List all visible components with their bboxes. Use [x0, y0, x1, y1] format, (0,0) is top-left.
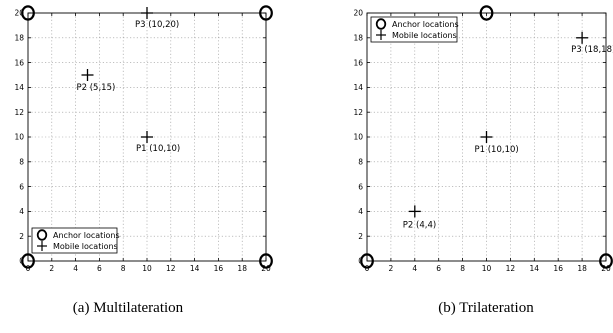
x-tick-label: 14: [190, 264, 200, 273]
y-tick-label: 18: [14, 34, 24, 43]
x-tick-label: 14: [530, 264, 540, 273]
y-tick-label: 20: [14, 9, 24, 18]
y-tick-label: 12: [353, 108, 363, 117]
y-tick-label: 4: [19, 207, 24, 216]
subfigure-caption: (b) Trilateration: [438, 300, 534, 316]
point-label: P3 (18,18): [571, 45, 613, 55]
x-tick-label: 4: [73, 264, 78, 273]
x-tick-label: 4: [412, 264, 417, 273]
x-tick-label: 12: [166, 264, 176, 273]
x-tick-label: 10: [482, 264, 492, 273]
y-tick-label: 10: [14, 133, 24, 142]
y-tick-label: 14: [14, 83, 24, 92]
y-tick-label: 14: [353, 83, 363, 92]
x-tick-label: 2: [389, 264, 394, 273]
point-label: P3 (10,20): [135, 20, 179, 30]
y-tick-label: 10: [353, 133, 363, 142]
x-tick-label: 8: [121, 264, 126, 273]
x-tick-label: 6: [436, 264, 441, 273]
legend: Anchor locations Mobile locations: [370, 16, 459, 43]
anchor-marker: [259, 5, 273, 21]
legend-label: Mobile locations: [53, 242, 118, 251]
y-tick-label: 8: [19, 158, 24, 167]
legend: Anchor locations Mobile locations: [31, 227, 120, 254]
y-tick-label: 18: [353, 34, 363, 43]
legend-label: Mobile locations: [392, 31, 457, 40]
y-tick-label: 12: [14, 108, 24, 117]
anchor-marker: [21, 253, 35, 269]
legend-label: Anchor locations: [53, 231, 120, 240]
x-tick-label: 12: [506, 264, 516, 273]
y-tick-label: 4: [358, 207, 363, 216]
anchor-marker: [599, 253, 613, 269]
subfigure-caption: (a) Multilateration: [73, 300, 184, 316]
point-label: P1 (10,10): [475, 145, 519, 155]
y-tick-label: 20: [353, 9, 363, 18]
x-tick-label: 16: [214, 264, 224, 273]
legend-anchor-icon: [36, 229, 48, 241]
x-tick-label: 6: [97, 264, 102, 273]
point-label: P2 (4,4): [403, 220, 436, 230]
legend-label: Anchor locations: [392, 20, 459, 29]
x-tick-label: 8: [460, 264, 465, 273]
anchor-marker: [360, 253, 374, 269]
point-label: P1 (10,10): [136, 144, 180, 154]
y-tick-label: 8: [358, 158, 363, 167]
x-tick-label: 18: [577, 264, 587, 273]
point-label: P2 (5,15): [77, 83, 116, 93]
legend-anchor-icon: [375, 18, 387, 30]
y-tick-label: 16: [14, 58, 24, 67]
x-tick-label: 10: [142, 264, 152, 273]
anchor-marker: [479, 5, 494, 21]
y-tick-label: 2: [19, 232, 24, 241]
y-tick-label: 6: [358, 182, 363, 191]
anchor-marker: [21, 5, 35, 21]
y-tick-label: 16: [353, 58, 363, 67]
x-tick-label: 2: [49, 264, 54, 273]
anchor-marker: [259, 253, 273, 269]
x-tick-label: 18: [237, 264, 247, 273]
x-tick-label: 16: [553, 264, 563, 273]
y-tick-label: 2: [358, 232, 363, 241]
y-tick-label: 6: [19, 182, 24, 191]
